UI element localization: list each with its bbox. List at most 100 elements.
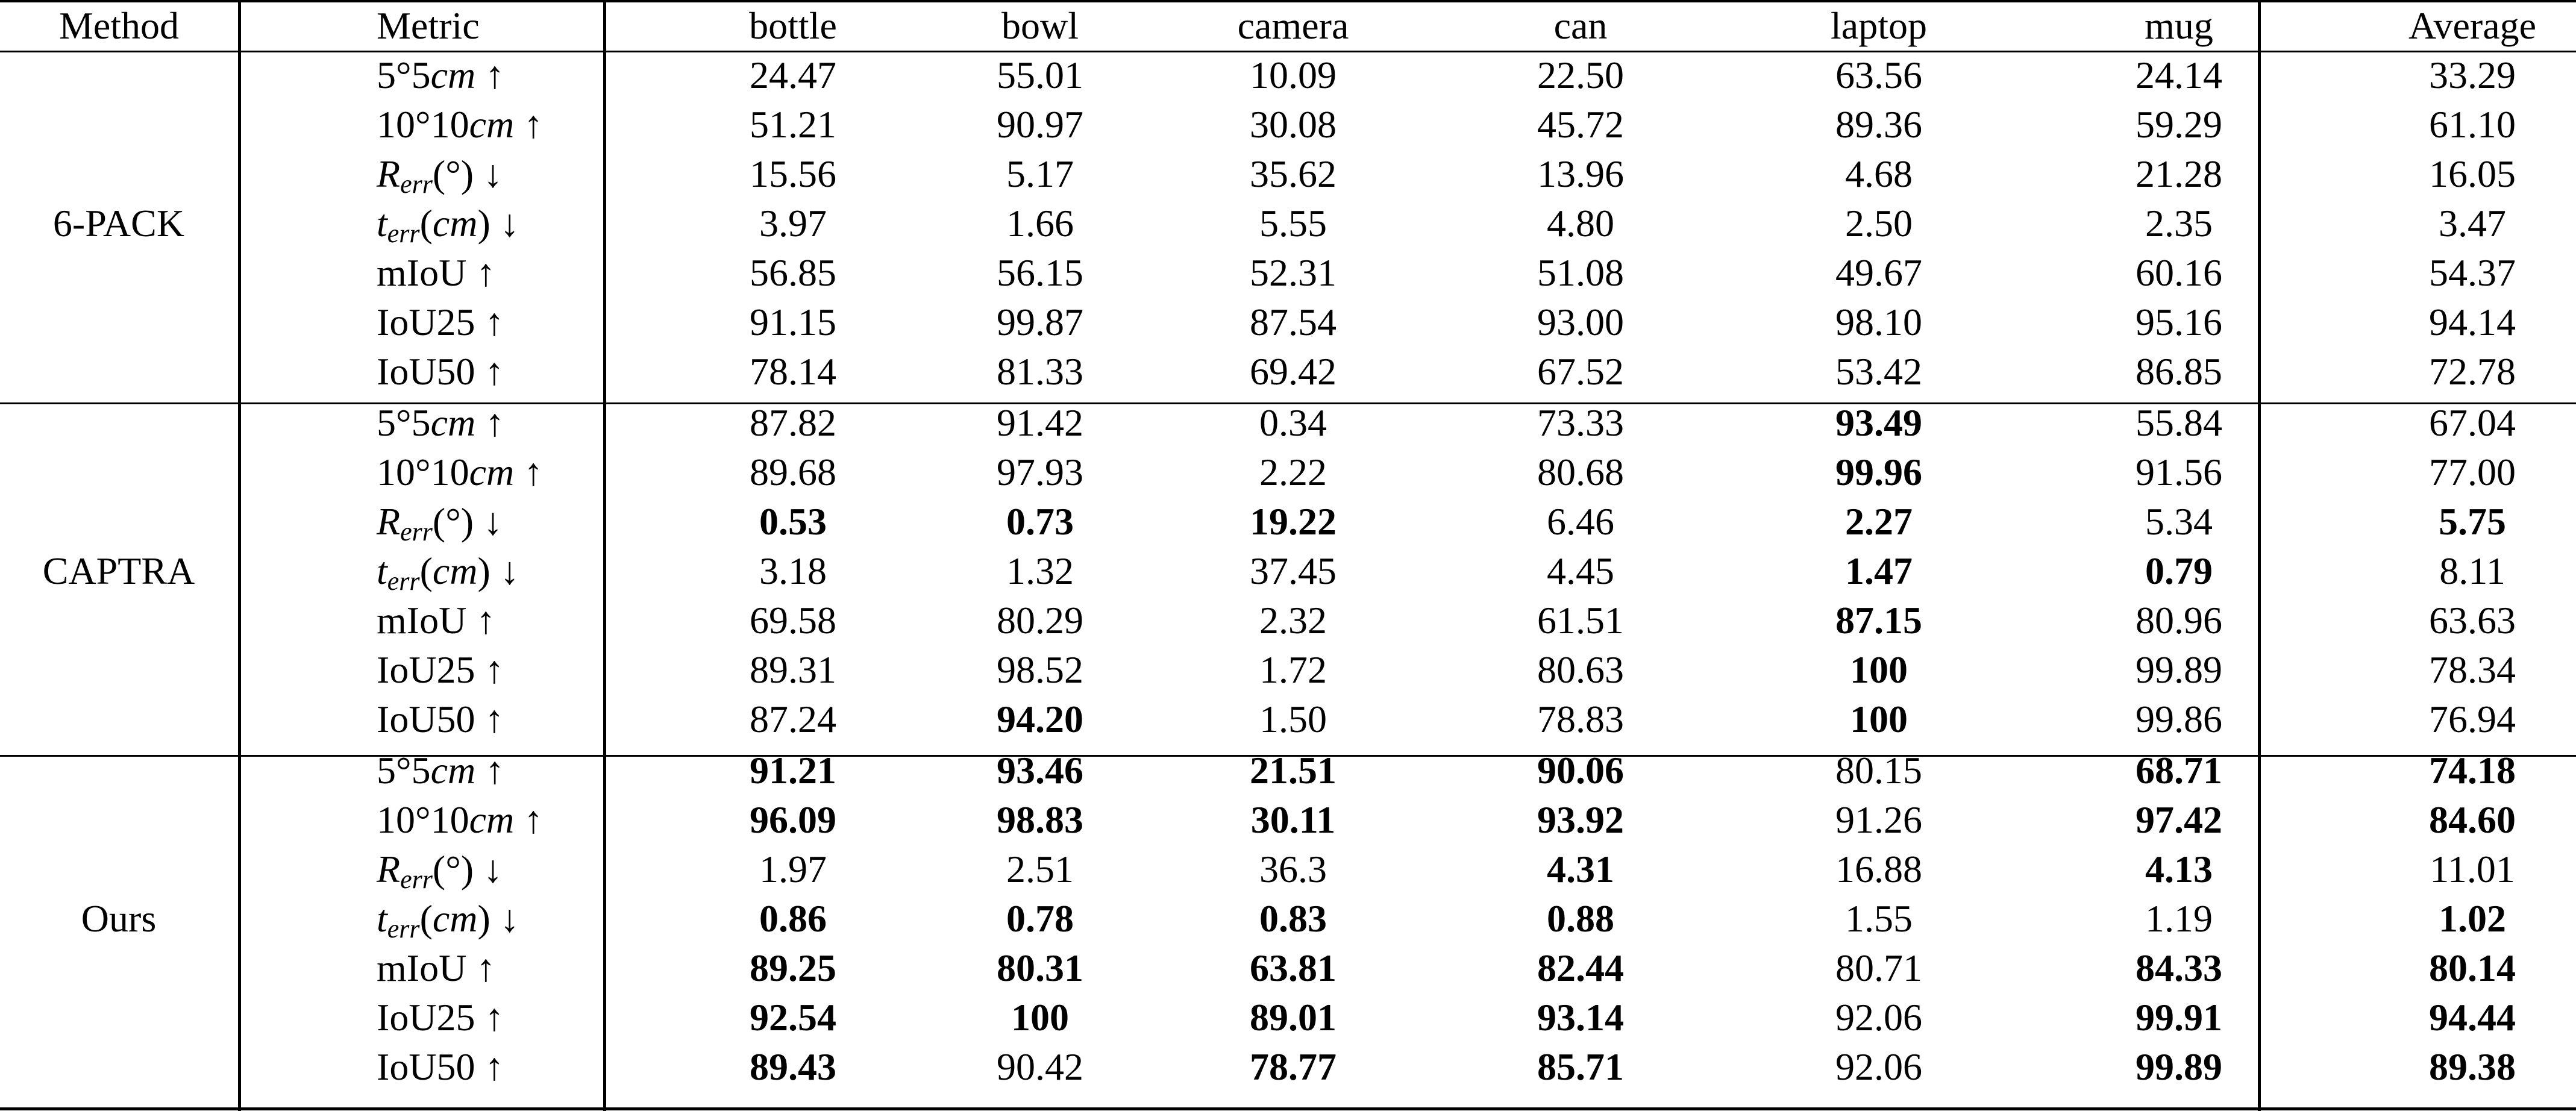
table-cell: 35.62 bbox=[1250, 152, 1337, 195]
metric-label-55: 5°5cm ↑ bbox=[377, 54, 505, 96]
metric-label-iou25: IoU25 ↑ bbox=[377, 301, 504, 343]
metric-label-miou: mIoU ↑ bbox=[377, 947, 496, 989]
table-cell: 56.85 bbox=[750, 251, 836, 294]
table-cell: 80.29 bbox=[997, 599, 1083, 642]
table-cell: 76.94 bbox=[2429, 698, 2516, 740]
table-cell: 56.15 bbox=[997, 251, 1083, 294]
table-cell: 80.63 bbox=[1537, 648, 1624, 691]
table-cell: 96.09 bbox=[750, 798, 836, 841]
table-cell: 87.15 bbox=[1835, 599, 1922, 642]
table-cell: 0.34 bbox=[1259, 401, 1327, 444]
table-cell: 84.60 bbox=[2429, 798, 2516, 841]
table-cell: 59.29 bbox=[2136, 103, 2222, 146]
table-cell: 68.71 bbox=[2136, 749, 2222, 792]
method-name: CAPTRA bbox=[42, 549, 195, 592]
table-cell: 67.52 bbox=[1537, 350, 1624, 393]
table-cell: 4.31 bbox=[1547, 848, 1614, 890]
header-camera: camera bbox=[1237, 4, 1349, 47]
table-cell: 33.29 bbox=[2429, 54, 2516, 96]
table-cell: 91.42 bbox=[997, 401, 1083, 444]
method-name: 6-PACK bbox=[52, 202, 185, 245]
table-cell: 98.52 bbox=[997, 648, 1083, 691]
table-cell: 78.34 bbox=[2429, 648, 2516, 691]
table-cell: 78.14 bbox=[750, 350, 836, 393]
table-cell: 3.97 bbox=[759, 202, 827, 245]
table-cell: 3.18 bbox=[759, 549, 827, 592]
header-laptop: laptop bbox=[1831, 4, 1927, 47]
table-cell: 91.15 bbox=[750, 301, 836, 343]
table-cell: 94.20 bbox=[997, 698, 1083, 740]
table-cell: 1.66 bbox=[1006, 202, 1074, 245]
table-cell: 97.42 bbox=[2136, 798, 2222, 841]
table-cell: 78.77 bbox=[1250, 1045, 1337, 1088]
table-cell: 99.91 bbox=[2136, 996, 2222, 1039]
header-bowl: bowl bbox=[1001, 4, 1079, 47]
table-cell: 15.56 bbox=[750, 152, 836, 195]
metric-label-terr: terr(cm) ↓ bbox=[377, 897, 519, 944]
table-cell: 87.24 bbox=[750, 698, 836, 740]
metric-label-iou50: IoU50 ↑ bbox=[377, 698, 504, 740]
table-cell: 22.50 bbox=[1537, 54, 1624, 96]
table-cell: 1.97 bbox=[759, 848, 827, 890]
table-cell: 90.06 bbox=[1537, 749, 1624, 792]
rule-group-1 bbox=[0, 402, 2576, 404]
table-cell: 89.36 bbox=[1835, 103, 1922, 146]
table-cell: 0.53 bbox=[759, 500, 827, 543]
rule-header bbox=[0, 51, 2576, 52]
table-cell: 2.32 bbox=[1259, 599, 1327, 642]
table-cell: 0.83 bbox=[1259, 897, 1327, 940]
header-can: can bbox=[1553, 4, 1608, 47]
table-cell: 55.84 bbox=[2136, 401, 2222, 444]
metric-label-55: 5°5cm ↑ bbox=[377, 401, 505, 444]
table-cell: 4.68 bbox=[1845, 152, 1913, 195]
rule-before-average bbox=[2258, 0, 2261, 1111]
metric-label-iou25: IoU25 ↑ bbox=[377, 996, 504, 1039]
table-cell: 5.17 bbox=[1006, 152, 1074, 195]
table-cell: 49.67 bbox=[1835, 251, 1922, 294]
table-cell: 2.27 bbox=[1845, 500, 1913, 543]
table-cell: 4.13 bbox=[2145, 848, 2213, 890]
table-cell: 6.46 bbox=[1547, 500, 1614, 543]
table-cell: 54.37 bbox=[2429, 251, 2516, 294]
table-cell: 77.00 bbox=[2429, 451, 2516, 493]
table-cell: 4.45 bbox=[1547, 549, 1614, 592]
table-cell: 5.55 bbox=[1259, 202, 1327, 245]
table-cell: 92.54 bbox=[750, 996, 836, 1039]
table-cell: 37.45 bbox=[1250, 549, 1337, 592]
table-cell: 80.14 bbox=[2429, 947, 2516, 989]
rule-group-2 bbox=[0, 755, 2576, 757]
table-cell: 36.3 bbox=[1259, 848, 1327, 890]
table-cell: 94.44 bbox=[2429, 996, 2516, 1039]
table-cell: 13.96 bbox=[1537, 152, 1624, 195]
method-name: Ours bbox=[81, 897, 157, 940]
header-average: Average bbox=[2408, 4, 2536, 47]
table-cell: 52.31 bbox=[1250, 251, 1337, 294]
table-cell: 5.75 bbox=[2439, 500, 2506, 543]
table-cell: 63.56 bbox=[1835, 54, 1922, 96]
table-cell: 99.86 bbox=[2136, 698, 2222, 740]
table-cell: 99.89 bbox=[2136, 1045, 2222, 1088]
table-cell: 92.06 bbox=[1835, 996, 1922, 1039]
table-cell: 69.42 bbox=[1250, 350, 1337, 393]
table-cell: 5.34 bbox=[2145, 500, 2213, 543]
table-cell: 90.42 bbox=[997, 1045, 1083, 1088]
table-cell: 2.50 bbox=[1845, 202, 1913, 245]
table-cell: 51.21 bbox=[750, 103, 836, 146]
table-cell: 100 bbox=[1011, 996, 1069, 1039]
table-cell: 86.85 bbox=[2136, 350, 2222, 393]
table-cell: 2.51 bbox=[1006, 848, 1074, 890]
rule-after-metric bbox=[603, 0, 606, 1111]
metric-label-terr: terr(cm) ↓ bbox=[377, 549, 519, 596]
table-cell: 0.86 bbox=[759, 897, 827, 940]
table-cell: 99.96 bbox=[1835, 451, 1922, 493]
table-cell: 93.00 bbox=[1537, 301, 1624, 343]
table-cell: 1.72 bbox=[1259, 648, 1327, 691]
table-cell: 89.43 bbox=[750, 1045, 836, 1088]
table-cell: 4.80 bbox=[1547, 202, 1614, 245]
table-cell: 85.71 bbox=[1537, 1045, 1624, 1088]
table-cell: 61.51 bbox=[1537, 599, 1624, 642]
metric-label-1010: 10°10cm ↑ bbox=[377, 451, 544, 493]
table-cell: 51.08 bbox=[1537, 251, 1624, 294]
table-cell: 19.22 bbox=[1250, 500, 1337, 543]
